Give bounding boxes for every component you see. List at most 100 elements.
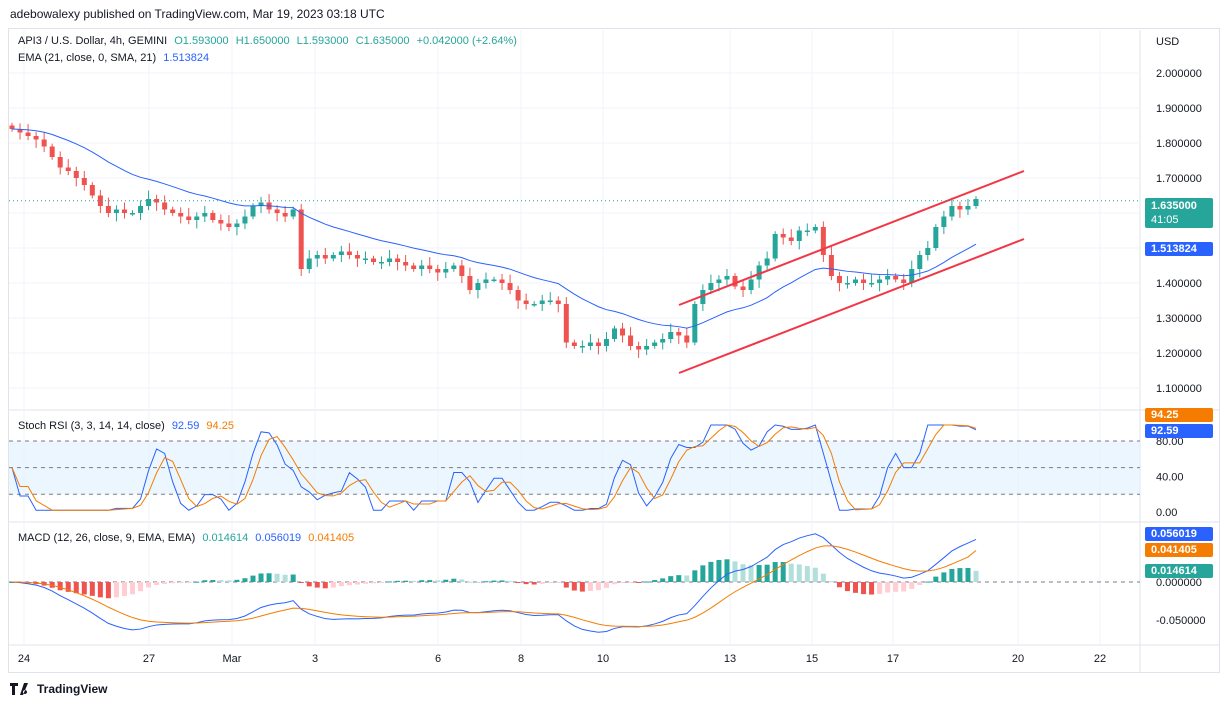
last-price-badge: 1.635000 41:05 xyxy=(1145,198,1213,228)
macd-histogram-bar xyxy=(941,572,947,582)
macd-histogram-bar xyxy=(121,582,127,597)
candle-body xyxy=(612,328,617,339)
publish-info: adebowalexy published on TradingView.com… xyxy=(10,7,385,21)
price-tick-label: 1.900000 xyxy=(1156,103,1202,115)
time-tick-label: 13 xyxy=(724,653,736,665)
macd-label[interactable]: MACD (12, 26, close, 9, EMA, EMA) xyxy=(18,532,196,544)
macd-histogram-bar xyxy=(555,582,561,583)
candle-body xyxy=(354,255,360,259)
candle-body xyxy=(186,216,192,220)
candle-body xyxy=(877,279,883,283)
macd-histogram-bar xyxy=(531,582,537,585)
candle-body xyxy=(812,227,818,231)
macd-hist-badge: 0.014614 xyxy=(1145,564,1213,578)
macd-histogram-bar xyxy=(57,582,63,591)
macd-histogram-bar xyxy=(515,582,521,583)
macd-histogram-bar xyxy=(756,564,762,582)
macd-histogram-bar xyxy=(338,582,344,587)
ema-price-badge: 1.513824 xyxy=(1145,242,1213,256)
candle-body xyxy=(154,199,160,203)
candle-body xyxy=(459,265,465,276)
ohlc-low: L1.593000 xyxy=(296,35,349,47)
candle-body xyxy=(957,206,963,210)
macd-histogram-bar xyxy=(853,582,858,593)
macd-histogram-bar xyxy=(788,563,794,582)
candle-body xyxy=(692,304,698,343)
candle-body xyxy=(314,255,320,259)
macd-histogram-bar xyxy=(764,564,770,582)
candle-body xyxy=(796,230,802,241)
time-tick-label: 8 xyxy=(518,653,524,665)
channel-upper-line xyxy=(678,170,1025,306)
macd-histogram-bar xyxy=(949,568,955,582)
symbol-label[interactable]: API3 / U.S. Dollar, 4h, GEMINI xyxy=(18,35,168,47)
stoch-d-badge: 94.25 xyxy=(1145,408,1213,422)
macd-histogram-bar xyxy=(869,582,875,595)
candle-body xyxy=(73,171,79,178)
last-price: 1.635000 xyxy=(1151,200,1197,212)
candle-body xyxy=(973,199,979,206)
time-tick-label: 20 xyxy=(1012,653,1024,665)
candle-body xyxy=(652,342,658,346)
macd-histogram-bar xyxy=(973,570,979,582)
price-tick-label: 1.700000 xyxy=(1156,173,1202,185)
macd-histogram-bar xyxy=(459,579,465,582)
candle-body xyxy=(138,206,144,213)
candle-body xyxy=(949,206,955,217)
time-tick-label: Mar xyxy=(223,653,242,665)
bar-countdown: 41:05 xyxy=(1151,214,1179,226)
ema-value: 1.513824 xyxy=(163,52,210,64)
candle-body xyxy=(788,237,794,241)
macd-hist-value: 0.014614 xyxy=(202,532,249,544)
macd-histogram-bar xyxy=(73,582,79,594)
candle-body xyxy=(628,335,634,346)
macd-histogram-bar xyxy=(676,575,682,582)
macd-histogram-bar xyxy=(700,565,706,582)
candle-body xyxy=(226,223,232,227)
candle-body xyxy=(499,279,505,283)
ema-label[interactable]: EMA (21, close, 0, SMA, 21) xyxy=(18,52,157,64)
currency-label: USD xyxy=(1156,36,1179,48)
candle-body xyxy=(780,234,786,238)
candle-body xyxy=(724,276,730,280)
candle-body xyxy=(210,213,216,220)
candle-body xyxy=(194,216,200,220)
macd-histogram-bar xyxy=(483,581,489,583)
candle-body xyxy=(25,132,31,136)
candle-body xyxy=(202,213,208,217)
macd-histogram-bar xyxy=(130,582,135,595)
candle-body xyxy=(33,136,39,140)
candle-body xyxy=(861,279,867,283)
macd-histogram-bar xyxy=(595,582,601,591)
macd-histogram-bar xyxy=(395,580,401,582)
macd-histogram-bar xyxy=(258,573,264,582)
price-tick-label: 1.400000 xyxy=(1156,278,1202,290)
macd-histogram-bar xyxy=(371,582,376,584)
candle-body xyxy=(563,304,569,343)
candle-body xyxy=(427,265,433,269)
macd-histogram-bar xyxy=(804,566,810,582)
time-tick-label: 15 xyxy=(806,653,818,665)
macd-histogram-bar xyxy=(266,573,272,582)
candle-body xyxy=(660,339,666,343)
stoch-tick-label: 0.00 xyxy=(1156,507,1177,519)
candle-body xyxy=(290,209,296,217)
price-tick-label: 1.100000 xyxy=(1156,383,1202,395)
tradingview-brand[interactable]: TradingView xyxy=(10,682,107,696)
candle-body xyxy=(925,248,931,255)
price-tick-label: 1.300000 xyxy=(1156,313,1202,325)
time-tick-label: 3 xyxy=(312,653,318,665)
macd-histogram-bar xyxy=(620,582,626,583)
candle-body xyxy=(636,346,642,350)
stoch-label[interactable]: Stoch RSI (3, 3, 14, 14, close) xyxy=(18,420,165,432)
candle-body xyxy=(443,269,449,273)
candle-body xyxy=(146,199,152,206)
macd-histogram-bar xyxy=(579,582,585,592)
macd-line xyxy=(11,533,977,633)
ohlc-high: H1.650000 xyxy=(235,35,290,47)
candle-body xyxy=(507,283,513,290)
macd-histogram-bar xyxy=(379,582,385,583)
time-tick-label: 17 xyxy=(887,653,899,665)
stoch-band-fill xyxy=(9,441,1140,495)
